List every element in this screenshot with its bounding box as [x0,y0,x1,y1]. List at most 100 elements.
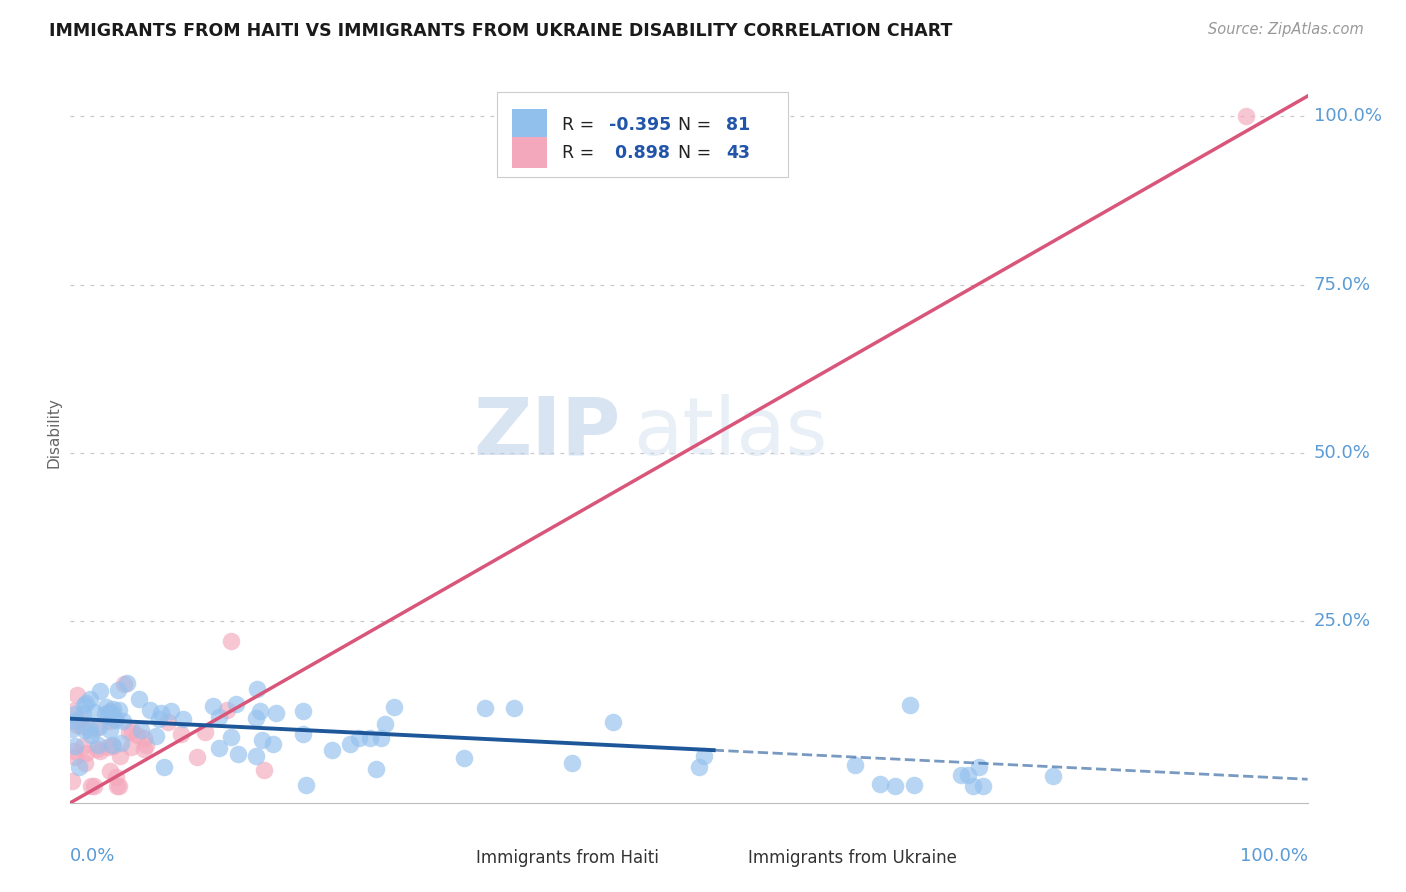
Point [194,725,217,739]
Point [364,762,387,776]
Point [339,737,361,751]
Point [98,764,121,778]
Point [103,739,125,753]
Point [1042,769,1064,783]
Point [148,712,170,726]
Point [75,723,97,738]
Point [245,748,267,763]
Point [79,691,101,706]
Point [60,774,83,789]
Text: atlas: atlas [633,393,828,472]
Point [62,705,84,719]
Point [89,744,111,758]
Point [125,727,148,741]
Point [962,779,984,793]
Point [104,770,127,784]
Point [139,703,162,717]
Text: 100.0%: 100.0% [1240,847,1308,865]
Point [321,743,343,757]
Point [103,706,125,721]
Point [100,723,122,737]
Point [73,698,96,713]
Point [250,733,273,747]
Point [72,707,94,722]
Point [63,706,86,721]
Text: 50.0%: 50.0% [1313,444,1371,462]
Point [111,714,134,728]
Point [72,739,94,754]
Point [63,714,86,729]
Point [89,684,111,698]
Point [370,731,392,746]
Text: 81: 81 [725,116,751,134]
Point [246,682,269,697]
Text: Immigrants from Haiti: Immigrants from Haiti [477,849,659,867]
Text: IMMIGRANTS FROM HAITI VS IMMIGRANTS FROM UKRAINE DISABILITY CORRELATION CHART: IMMIGRANTS FROM HAITI VS IMMIGRANTS FROM… [49,22,953,40]
Point [86,742,108,756]
Point [103,712,125,726]
Point [112,677,135,691]
Point [105,713,128,727]
Point [121,724,143,739]
Text: R =: R = [561,116,599,134]
Bar [512,109,547,140]
Point [80,728,103,742]
Point [172,712,194,726]
Text: 75.0%: 75.0% [1313,276,1371,293]
Point [186,750,208,764]
Point [474,701,496,715]
Point [149,706,172,721]
Point [693,749,716,764]
Point [384,700,406,714]
Point [98,714,121,728]
Point [60,722,83,736]
Point [94,707,117,722]
Text: -0.395: -0.395 [609,116,671,134]
Point [219,634,242,648]
Point [249,704,271,718]
Point [1234,109,1257,123]
Point [134,741,156,756]
Text: N =: N = [666,116,717,134]
Point [87,738,110,752]
Point [63,750,86,764]
Point [208,741,231,756]
Point [228,747,250,762]
Point [115,675,138,690]
Point [245,711,267,725]
Point [129,723,152,737]
Point [66,688,89,702]
Point [83,779,105,793]
Point [602,715,624,730]
Point [453,750,475,764]
Point [101,701,124,715]
Point [63,739,86,753]
Point [844,758,866,772]
Point [264,706,287,721]
Point [84,721,107,735]
Point [107,779,129,793]
Point [561,756,583,770]
Point [883,779,905,793]
Point [87,720,110,734]
Point [262,737,284,751]
Point [291,726,314,740]
Point [898,698,921,712]
Point [80,779,103,793]
Point [98,704,121,718]
Point [359,731,381,745]
Point [903,778,925,792]
Point [66,718,89,732]
Point [79,723,101,737]
Point [96,709,118,723]
Point [110,749,132,764]
Point [967,760,990,774]
Point [225,698,247,712]
Point [153,760,176,774]
Point [135,738,157,752]
Point [503,700,526,714]
Point [956,768,979,782]
Point [120,739,142,754]
Point [869,777,891,791]
Point [107,683,129,698]
